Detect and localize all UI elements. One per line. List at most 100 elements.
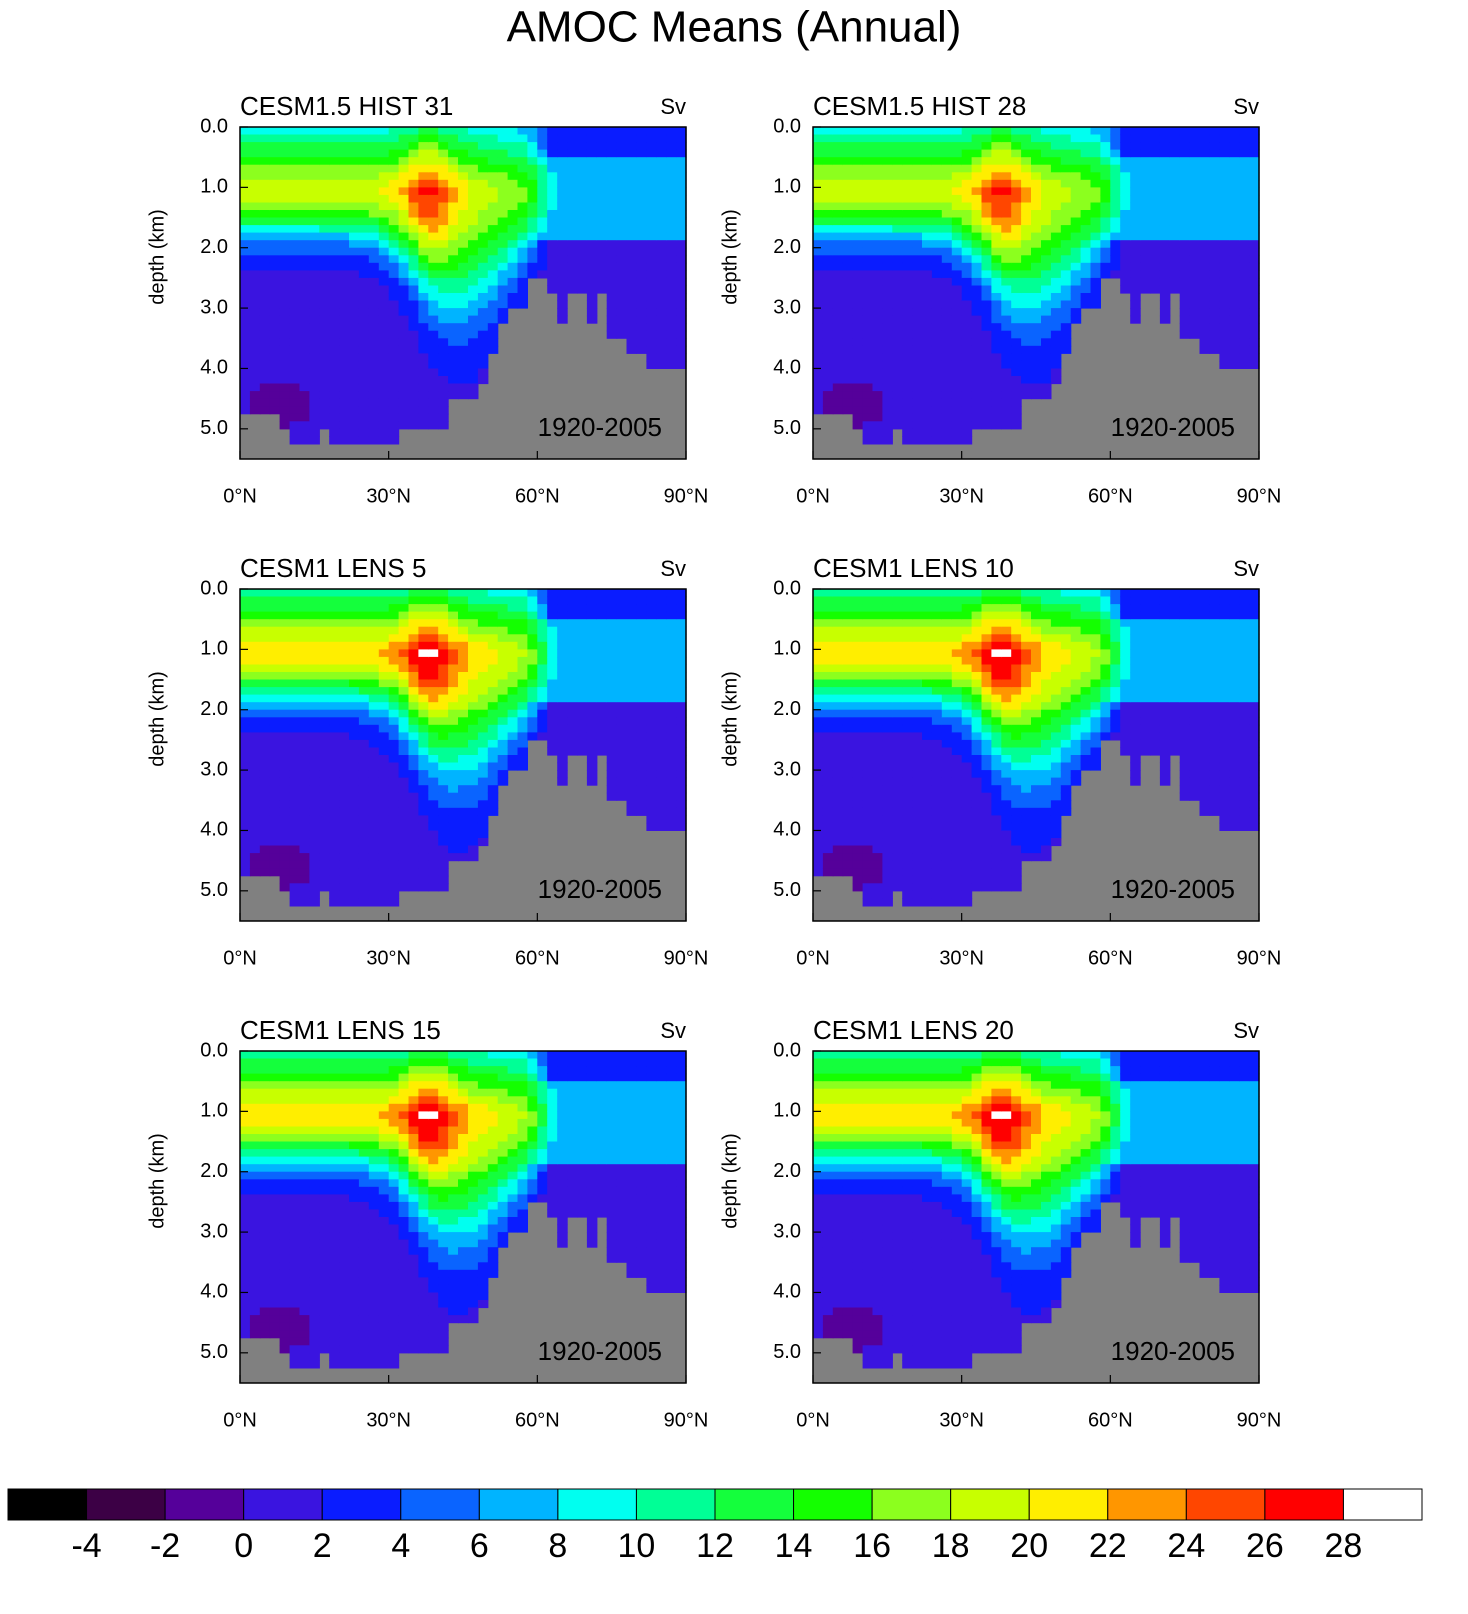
field-cell: [349, 323, 360, 331]
field-cell: [853, 672, 864, 680]
field-cell: [1249, 127, 1260, 135]
field-cell: [863, 384, 874, 392]
field-cell: [309, 270, 320, 278]
field-cell: [577, 732, 588, 740]
field-cell: [468, 831, 479, 839]
field-cell: [260, 263, 271, 271]
field-cell: [518, 657, 529, 665]
field-cell: [597, 218, 608, 226]
field-cell: [853, 225, 864, 233]
field-cell: [270, 270, 281, 278]
field-cell: [250, 740, 261, 748]
field-cell: [399, 846, 410, 854]
field-cell: [972, 414, 983, 422]
field-cell: [982, 346, 993, 354]
field-cell: [478, 331, 489, 339]
field-cell: [1011, 278, 1022, 286]
field-cell: [418, 331, 429, 339]
field-cell: [587, 142, 598, 150]
field-cell: [972, 263, 983, 271]
field-cell: [567, 127, 578, 135]
field-cell: [300, 891, 311, 899]
field-cell: [498, 225, 509, 233]
field-cell: [468, 369, 479, 377]
field-cell: [1180, 263, 1191, 271]
field-cell: [1041, 369, 1052, 377]
y-tick-label: 1.0: [200, 176, 228, 198]
field-cell: [1239, 225, 1250, 233]
field-cell: [656, 763, 667, 771]
field-cell: [300, 308, 311, 316]
field-cell: [349, 436, 360, 444]
field-cell: [418, 763, 429, 771]
field-cell: [1031, 316, 1042, 324]
field-cell: [587, 619, 598, 627]
field-cell: [547, 218, 558, 226]
field-cell: [666, 732, 677, 740]
field-cell: [636, 755, 647, 763]
field-cell: [478, 634, 489, 642]
field-cell: [1021, 240, 1032, 248]
field-cell: [250, 172, 261, 180]
field-cell: [270, 203, 281, 211]
field-cell: [1249, 240, 1260, 248]
field-cell: [270, 770, 281, 778]
field-cell: [547, 286, 558, 294]
field-cell: [1021, 361, 1032, 369]
field-cell: [359, 831, 370, 839]
field-cell: [488, 755, 499, 763]
field-cell: [1180, 195, 1191, 203]
field-cell: [676, 619, 687, 627]
field-cell: [428, 868, 439, 876]
field-cell: [567, 604, 578, 612]
field-cell: [853, 649, 864, 657]
field-cell: [833, 157, 844, 165]
field-cell: [1130, 187, 1141, 195]
field-cell: [892, 710, 903, 718]
field-cell: [1180, 180, 1191, 188]
field-cell: [892, 195, 903, 203]
field-cell: [1081, 278, 1092, 286]
field-cell: [339, 649, 350, 657]
field-cell: [389, 627, 400, 635]
field-cell: [962, 142, 973, 150]
field-cell: [508, 634, 518, 642]
field-cell: [240, 853, 251, 861]
field-cell: [991, 293, 1002, 301]
field-cell: [508, 165, 518, 173]
field-cell: [458, 702, 469, 710]
field-cell: [428, 293, 439, 301]
field-cell: [369, 142, 380, 150]
field-cell: [942, 384, 953, 392]
field-cell: [813, 293, 824, 301]
field-cell: [369, 861, 380, 869]
field-cell: [991, 172, 1002, 180]
field-cell: [349, 823, 360, 831]
field-cell: [379, 891, 390, 899]
field-cell: [389, 815, 400, 823]
field-cell: [636, 770, 647, 778]
field-cell: [448, 687, 459, 695]
field-cell: [448, 270, 459, 278]
field-cell: [240, 838, 251, 846]
field-cell: [409, 665, 420, 673]
field-cell: [1150, 278, 1161, 286]
field-cell: [498, 263, 509, 271]
field-cell: [418, 861, 429, 869]
field-cell: [448, 634, 459, 642]
field-cell: [379, 725, 390, 733]
field-cell: [567, 748, 578, 756]
field-cell: [666, 800, 677, 808]
field-cell: [1041, 286, 1052, 294]
field-cell: [369, 702, 380, 710]
field-cell: [309, 642, 320, 650]
field-cell: [508, 263, 518, 271]
field-cell: [922, 331, 933, 339]
field-cell: [379, 429, 390, 437]
field-cell: [676, 823, 687, 831]
field-cell: [418, 384, 429, 392]
field-cell: [369, 657, 380, 665]
field-cell: [823, 612, 834, 620]
field-cell: [1001, 248, 1012, 256]
field-cell: [260, 399, 271, 407]
